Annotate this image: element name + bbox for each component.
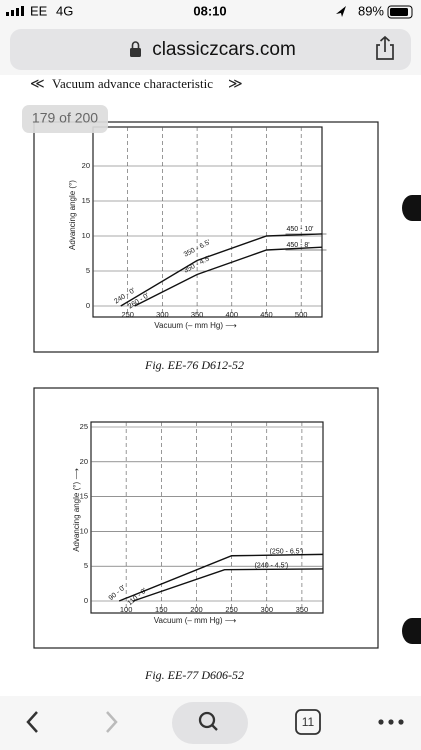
point-annotation: (240 - 4.5') [255, 563, 289, 570]
y-axis-label: Advancing angle (°) ⟶ [72, 468, 81, 552]
y-tick-label: 20 [82, 161, 90, 170]
figure-caption: Fig. EE-77 D606-52 [144, 668, 244, 682]
x-tick-label: 250 [121, 310, 134, 319]
point-annotation: 450 - 8' [286, 242, 309, 249]
x-axis-label: Vacuum (– mm Hg) ⟶ [154, 321, 237, 330]
forward-button[interactable] [106, 711, 118, 733]
back-button[interactable] [26, 711, 38, 733]
x-tick-label: 500 [295, 310, 308, 319]
curve [132, 568, 324, 602]
x-tick-label: 250 [225, 605, 238, 614]
x-tick-label: 350 [296, 605, 309, 614]
search-button[interactable] [172, 702, 248, 744]
x-tick-label: 450 [260, 310, 273, 319]
figure-caption: Fig. EE-76 D612-52 [144, 358, 244, 372]
y-tick-label: 0 [86, 301, 90, 310]
address-bar[interactable] [10, 29, 411, 70]
battery-level: 89% [358, 3, 384, 18]
share-button[interactable] [376, 35, 394, 60]
network: 4G [56, 3, 73, 18]
plot-frame [90, 421, 324, 614]
x-tick-label: 200 [190, 605, 203, 614]
y-axis-label: Advancing angle (°) [68, 180, 77, 250]
y-tick-label: 0 [84, 596, 88, 605]
document-heading: Vacuum advance characteristic [52, 76, 213, 91]
url[interactable]: classiczcars.com [152, 39, 296, 60]
x-tick-label: 400 [226, 310, 239, 319]
figure-box [33, 121, 379, 353]
more-button[interactable] [378, 719, 404, 725]
curve [120, 233, 323, 307]
lock-icon [130, 41, 141, 57]
carrier: EE [30, 3, 48, 18]
x-tick-label: 300 [260, 605, 273, 614]
y-tick-label: 15 [82, 196, 90, 205]
binding-hole [402, 195, 421, 221]
battery-icon [387, 5, 413, 19]
curve [134, 246, 323, 307]
y-tick-label: 5 [84, 561, 88, 570]
search-icon [198, 711, 218, 731]
y-tick-label: 10 [80, 526, 88, 535]
y-tick-label: 5 [86, 266, 90, 275]
clock: 08:10 [193, 3, 226, 18]
x-tick-label: 100 [120, 605, 133, 614]
point-annotation: 450 - 10' [286, 226, 313, 233]
y-tick-label: 10 [82, 231, 90, 240]
x-tick-label: 300 [156, 310, 169, 319]
tab-count: 11 [302, 715, 315, 729]
y-tick-label: 15 [80, 492, 88, 501]
curve [118, 553, 324, 602]
location-icon [336, 6, 346, 17]
y-tick-label: 25 [80, 422, 88, 431]
document-page [0, 75, 421, 696]
x-tick-label: 150 [155, 605, 168, 614]
chevron: ≫ [228, 77, 243, 92]
y-tick-label: 20 [80, 457, 88, 466]
battery-fill [390, 8, 408, 16]
page-counter-badge [22, 105, 108, 133]
signal [6, 6, 24, 16]
x-axis-label: Vacuum (– mm Hg) ⟶ [154, 616, 237, 625]
binding-hole [402, 618, 421, 644]
point-annotation: (250 - 6.5') [270, 549, 304, 556]
chevron: ≪ [30, 77, 45, 92]
page-counter: 179 of 200 [32, 110, 98, 126]
figure-box [33, 387, 379, 649]
plot-frame [92, 126, 323, 318]
tabs-button[interactable] [295, 709, 321, 735]
x-tick-label: 350 [191, 310, 204, 319]
